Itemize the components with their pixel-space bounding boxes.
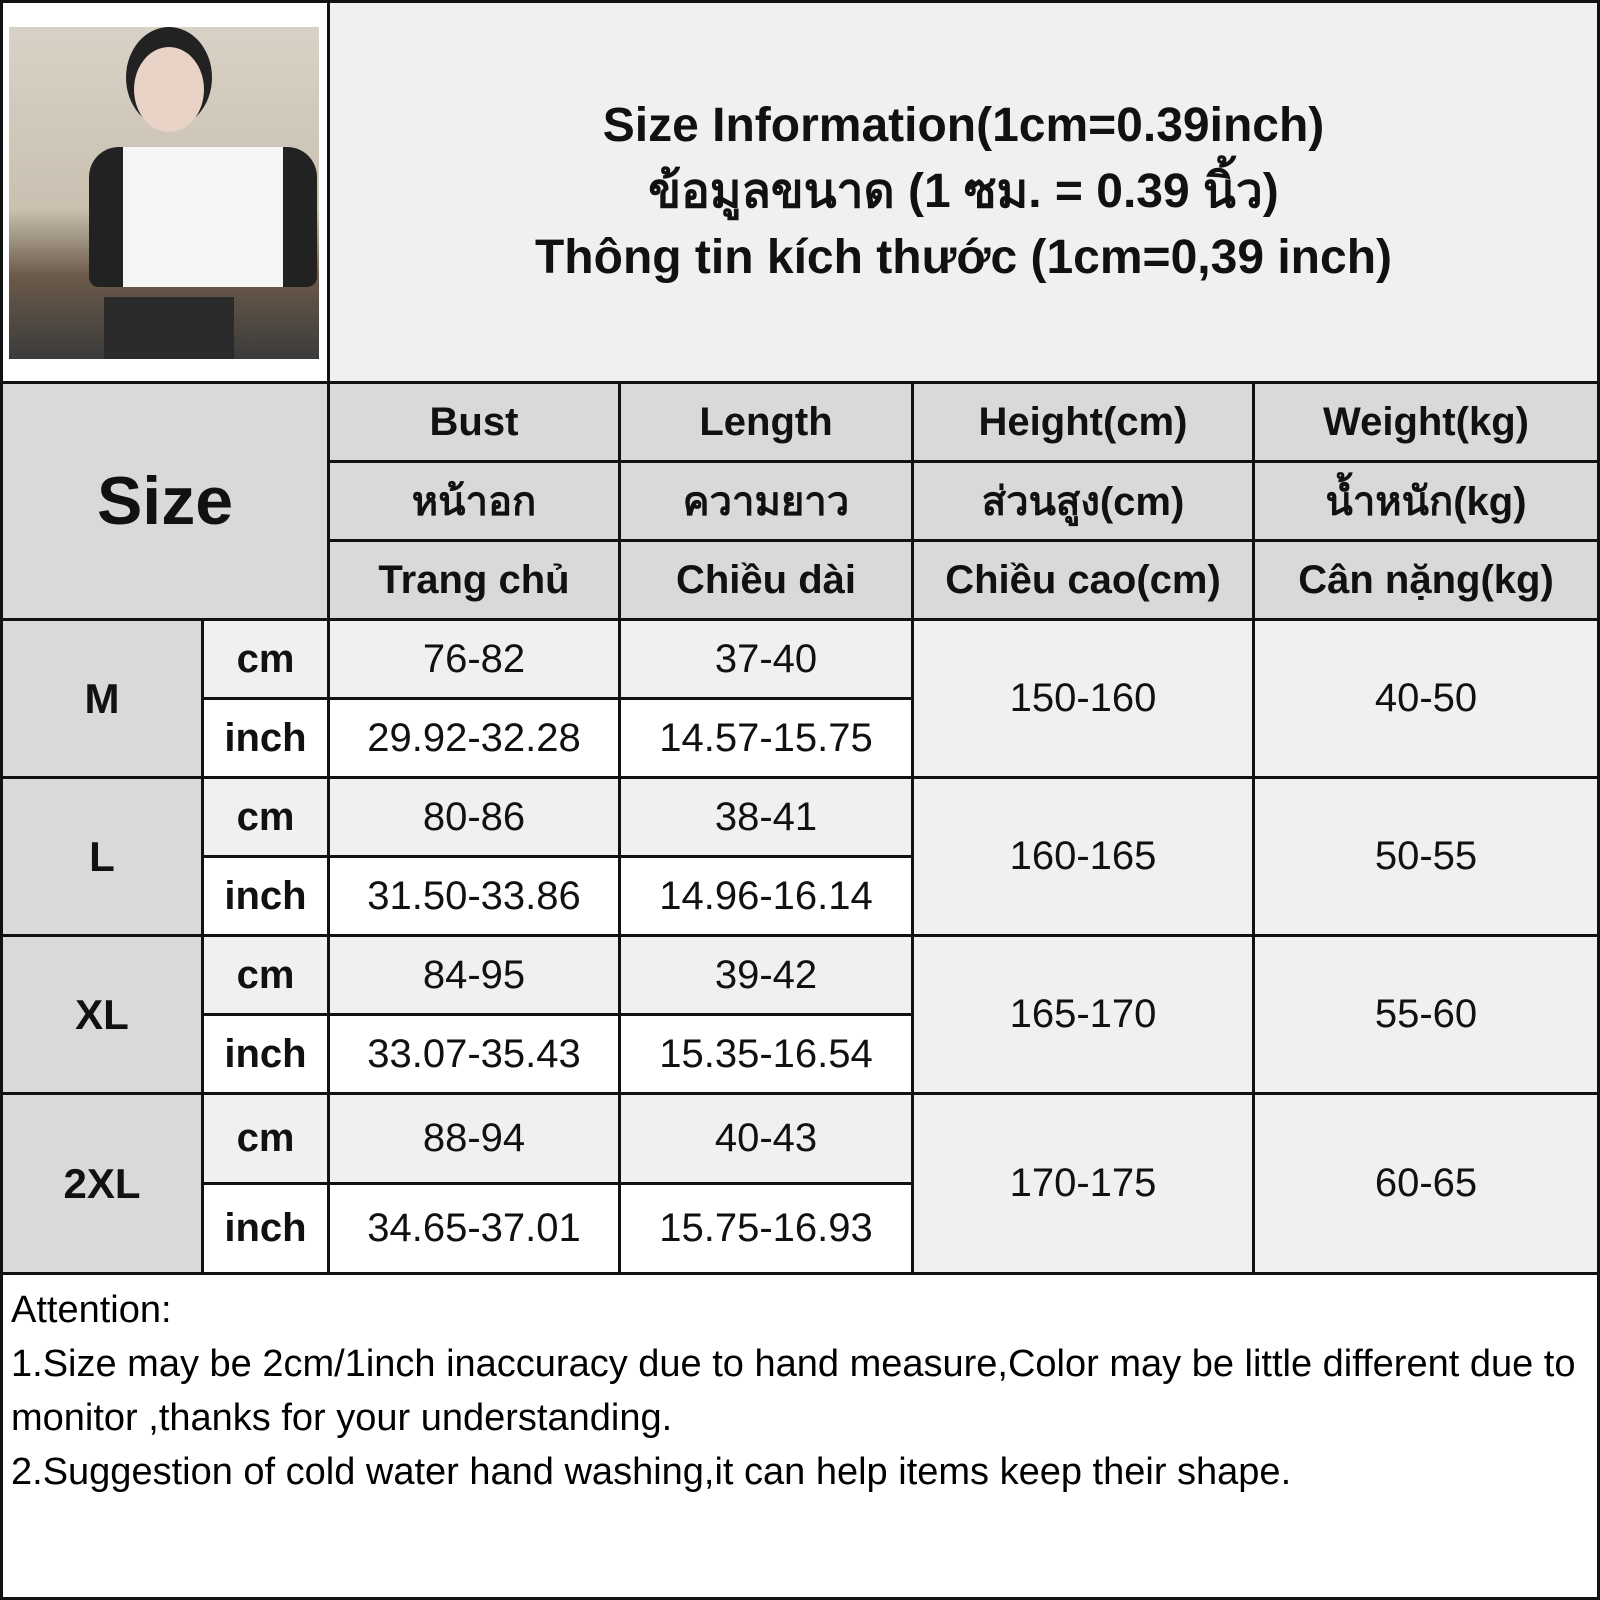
length-inch: 14.57-15.75 [621, 700, 911, 776]
unit-inch: inch [204, 1016, 327, 1092]
unit-inch: inch [204, 700, 327, 776]
length-cm: 38-41 [621, 779, 911, 855]
weight-range: 50-55 [1255, 779, 1597, 934]
height-range: 170-175 [914, 1095, 1252, 1272]
header-height-en: Height(cm) [914, 384, 1252, 460]
unit-cm: cm [204, 621, 327, 697]
unit-inch: inch [204, 1185, 327, 1272]
header-height-th: ส่วนสูง(cm) [914, 463, 1252, 539]
length-cm: 39-42 [621, 937, 911, 1013]
unit-cm: cm [204, 779, 327, 855]
length-inch: 14.96-16.14 [621, 858, 911, 934]
title-vietnamese: Thông tin kích thước (1cm=0,39 inch) [534, 231, 1392, 284]
header-length-en: Length [621, 384, 911, 460]
header-weight-th: น้ำหนัก(kg) [1255, 463, 1597, 539]
unit-cm: cm [204, 1095, 327, 1182]
size-info-title: Size Information(1cm=0.39inch) ข้อมูลขนา… [330, 3, 1597, 381]
title-english: Size Information(1cm=0.39inch) [602, 99, 1325, 152]
header-length-vi: Chiều dài [621, 542, 911, 618]
header-bust-th: หน้าอก [330, 463, 618, 539]
length-cm: 37-40 [621, 621, 911, 697]
attention-note-1: 1.Size may be 2cm/1inch inaccuracy due t… [11, 1343, 1576, 1439]
size-header: Size [3, 384, 327, 618]
unit-cm: cm [204, 937, 327, 1013]
header-height-vi: Chiều cao(cm) [914, 542, 1252, 618]
product-photo [3, 3, 327, 381]
height-range: 160-165 [914, 779, 1252, 934]
bust-cm: 80-86 [330, 779, 618, 855]
weight-range: 40-50 [1255, 621, 1597, 776]
length-cm: 40-43 [621, 1095, 911, 1182]
header-weight-en: Weight(kg) [1255, 384, 1597, 460]
length-inch: 15.75-16.93 [621, 1185, 911, 1272]
height-range: 165-170 [914, 937, 1252, 1092]
title-thai: ข้อมูลขนาด (1 ซม. = 0.39 นิ้ว) [648, 165, 1279, 218]
weight-range: 60-65 [1255, 1095, 1597, 1272]
size-label-xl: XL [3, 937, 201, 1092]
size-label-l: L [3, 779, 201, 934]
attention-heading: Attention: [11, 1289, 172, 1331]
bust-inch: 33.07-35.43 [330, 1016, 618, 1092]
unit-inch: inch [204, 858, 327, 934]
length-inch: 15.35-16.54 [621, 1016, 911, 1092]
weight-range: 55-60 [1255, 937, 1597, 1092]
bust-inch: 31.50-33.86 [330, 858, 618, 934]
bust-cm: 88-94 [330, 1095, 618, 1182]
bust-inch: 34.65-37.01 [330, 1185, 618, 1272]
header-bust-en: Bust [330, 384, 618, 460]
model-image [9, 27, 319, 359]
header-bust-vi: Trang chủ [330, 542, 618, 618]
size-label-m: M [3, 621, 201, 776]
bust-cm: 84-95 [330, 937, 618, 1013]
attention-notes: Attention: 1.Size may be 2cm/1inch inacc… [3, 1275, 1597, 1597]
bust-cm: 76-82 [330, 621, 618, 697]
header-weight-vi: Cân nặng(kg) [1255, 542, 1597, 618]
height-range: 150-160 [914, 621, 1252, 776]
bust-inch: 29.92-32.28 [330, 700, 618, 776]
header-length-th: ความยาว [621, 463, 911, 539]
attention-note-2: 2.Suggestion of cold water hand washing,… [11, 1451, 1292, 1493]
size-label-2xl: 2XL [3, 1095, 201, 1272]
